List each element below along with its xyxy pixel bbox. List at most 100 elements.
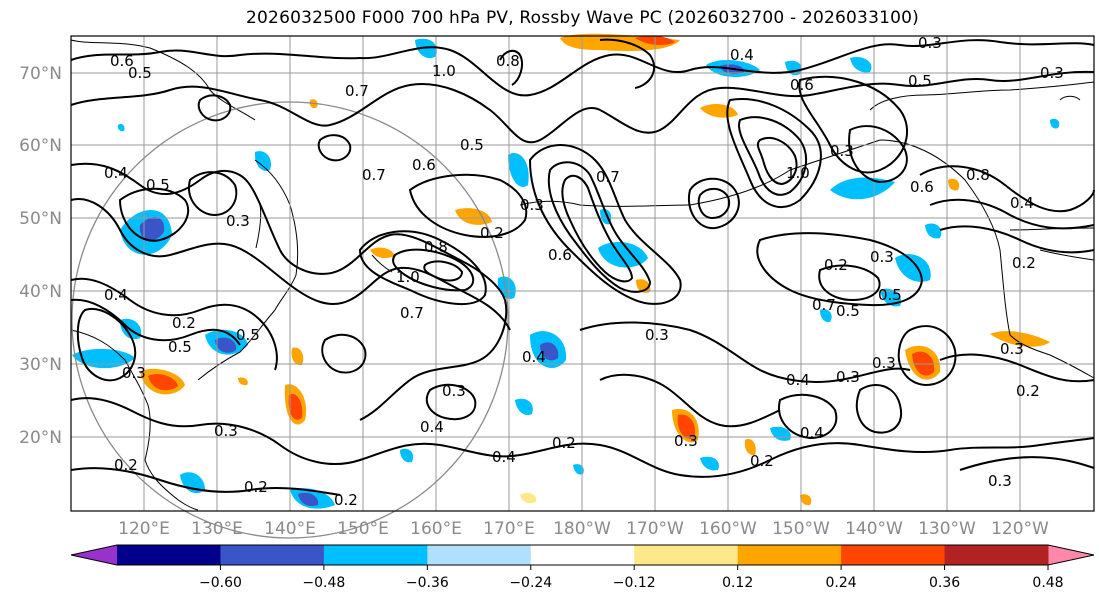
colorbar-segment [530, 545, 635, 565]
colorbar-tick-label: 0.24 [826, 575, 857, 591]
contour-label: 0.3 [836, 368, 860, 386]
lon-label: 130°E [191, 519, 243, 539]
contour-label: 0.2 [480, 224, 504, 242]
contour-label: 0.4 [730, 46, 754, 64]
positive-anomaly [455, 208, 492, 225]
negative-anomaly [139, 216, 165, 241]
colorbar-tick-label: 0.48 [1032, 575, 1063, 591]
lon-label: 160°E [410, 519, 462, 539]
anomaly-shading [72, 33, 1060, 509]
contour-label: 0.5 [878, 286, 902, 304]
contour-label: 0.3 [872, 354, 896, 372]
contour-label: 0.2 [244, 478, 268, 496]
contour-label: 0.3 [442, 382, 466, 400]
colorbar: −0.60 −0.48 −0.36 −0.24 −0.12 0.12 0.24 0.36 0.4… [70, 544, 1095, 591]
contour-label: 0.4 [104, 164, 128, 182]
contour-label: 0.7 [596, 168, 620, 186]
positive-anomaly [744, 439, 756, 456]
colorbar-outline [70, 544, 1095, 566]
lon-label: 150°W [772, 519, 830, 539]
lat-label: 60°N [19, 136, 62, 156]
lon-label: 130°W [918, 519, 976, 539]
contour-label: 0.6 [110, 52, 134, 70]
colorbar-tick-label: −0.36 [406, 575, 449, 591]
colorbar-segment [220, 545, 325, 565]
contour-label: 0.4 [786, 371, 810, 389]
contour-label: 0.2 [114, 456, 138, 474]
contour-label: 0.3 [830, 142, 854, 160]
positive-anomaly [520, 492, 537, 504]
lon-label: 160°W [699, 519, 757, 539]
contour-label: 0.5 [836, 302, 860, 320]
positive-anomaly [288, 394, 303, 420]
contour-label: 0.2 [552, 434, 576, 452]
positive-anomaly [291, 347, 304, 366]
negative-anomaly [415, 38, 437, 59]
negative-anomaly [830, 177, 895, 200]
negative-anomaly [72, 348, 135, 369]
colorbar-extend-right [1048, 545, 1094, 565]
contour-label: 0.3 [674, 432, 698, 450]
negative-anomaly [400, 448, 414, 463]
contour-label: 0.3 [122, 364, 146, 382]
chart-title: 2026032500 F000 700 hPa PV, Rossby Wave … [246, 8, 919, 28]
positive-anomaly [677, 414, 696, 439]
lon-label: 140°W [845, 519, 903, 539]
contour-label: 0.4 [522, 348, 546, 366]
contour-label: 1.0 [432, 62, 456, 80]
colorbar-segment [117, 545, 221, 565]
colorbar-tick-label: −0.60 [199, 575, 242, 591]
contour-label: 0.4 [420, 418, 444, 436]
colorbar-tick-label: −0.24 [509, 575, 552, 591]
map-frame [70, 35, 1095, 512]
negative-anomaly [820, 309, 832, 323]
negative-anomaly [880, 288, 902, 307]
contour-label: 0.7 [345, 82, 369, 100]
contour-label: 0.2 [1012, 254, 1036, 272]
contour-label: 0.6 [790, 76, 814, 94]
colorbar-segment [944, 545, 1049, 565]
positive-anomaly [800, 494, 812, 506]
contour-label: 0.3 [1000, 340, 1024, 358]
negative-anomaly [117, 123, 125, 132]
lat-label: 70°N [19, 64, 62, 84]
negative-anomaly [1050, 118, 1060, 129]
contour-label: 0.2 [750, 452, 774, 470]
contour-label: 0.3 [918, 34, 942, 52]
colorbar-tick-label: −0.48 [302, 575, 345, 591]
longitude-labels: 120°E 130°E 140°E 150°E 160°E 170°E 180°… [118, 519, 1049, 539]
contour-label: 0.8 [424, 238, 448, 256]
negative-anomaly [850, 56, 872, 73]
lat-label: 30°N [19, 355, 62, 375]
colorbar-segment [737, 545, 842, 565]
positive-anomaly [238, 377, 248, 386]
negative-anomaly [598, 242, 648, 268]
contour-label: 1.0 [786, 164, 810, 182]
range-circle [71, 101, 509, 539]
coastlines [70, 39, 1095, 511]
contour-label: 0.4 [104, 286, 128, 304]
contour-label: 0.3 [520, 196, 544, 214]
colorbar-tick-label: −0.12 [613, 575, 656, 591]
contour-label: 0.3 [214, 422, 238, 440]
contour-label: 0.5 [460, 136, 484, 154]
contour-label: 0.2 [172, 314, 196, 332]
contour-label: 0.4 [492, 448, 516, 466]
negative-anomaly [515, 398, 533, 416]
contour-label: 0.2 [1016, 382, 1040, 400]
contour-label: 0.5 [168, 338, 192, 356]
colorbar-segment [841, 545, 946, 565]
negative-anomaly [298, 492, 319, 506]
negative-anomaly [508, 153, 529, 187]
lon-label: 170°W [626, 519, 684, 539]
contour-label: 0.4 [1010, 194, 1034, 212]
negative-anomaly [700, 456, 719, 471]
negative-anomaly [573, 464, 584, 475]
lon-label: 170°E [483, 519, 535, 539]
negative-anomaly [925, 223, 942, 239]
contour-label: 0.7 [400, 304, 424, 322]
lon-label: 150°E [337, 519, 389, 539]
contour-label: 0.5 [128, 64, 152, 82]
contour-label: 0.3 [1040, 64, 1064, 82]
contour-label: 0.6 [412, 156, 436, 174]
